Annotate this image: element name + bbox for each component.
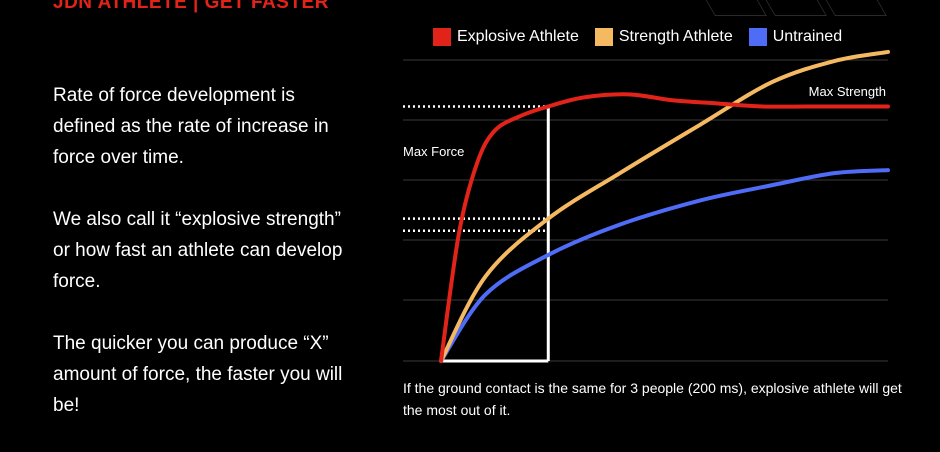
legend-label-strength: Strength Athlete xyxy=(618,28,733,45)
legend-swatch-strength xyxy=(594,28,613,46)
legend-swatch-untrained xyxy=(748,28,767,46)
paragraph-explosive-strength: We also call it “explosive strength” or … xyxy=(53,209,343,292)
brand-header: JDN ATHLETE | GET FASTER xyxy=(53,0,329,13)
legend-label-untrained: Untrained xyxy=(772,28,843,45)
body-text: Rate of force development is defined as … xyxy=(53,80,353,452)
series-line-explosive xyxy=(439,92,890,363)
paragraph-rfd-definition: Rate of force development is defined as … xyxy=(53,85,329,168)
legend-label-explosive: Explosive Athlete xyxy=(457,28,579,45)
annotation-max-force: Max Force xyxy=(403,144,464,159)
legend-item-untrained: Untrained xyxy=(748,28,843,46)
chart-caption: If the ground contact is the same for 3 … xyxy=(403,380,902,418)
legend-item-strength: Strength Athlete xyxy=(594,28,733,46)
legend-item-explosive: Explosive Athlete xyxy=(433,28,579,46)
legend-swatch-explosive xyxy=(433,28,451,46)
chart-legend: Explosive Athlete Strength Athlete Untra… xyxy=(433,28,842,46)
paragraph-quicker-force: The quicker you can produce “X” amount o… xyxy=(53,333,343,416)
rfd-line-chart: Max Force Max Strength xyxy=(403,49,890,363)
series-line-strength xyxy=(439,49,890,363)
series-line-untrained xyxy=(439,168,890,363)
annotation-max-strength: Max Strength xyxy=(809,84,886,99)
